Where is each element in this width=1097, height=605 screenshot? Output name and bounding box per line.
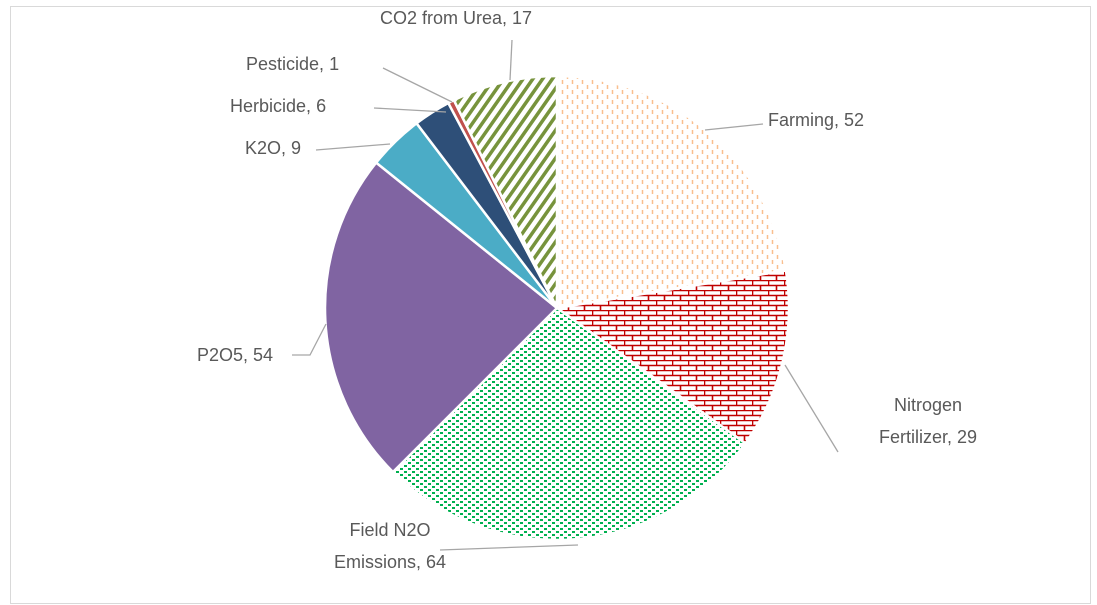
pie-slice [452,74,559,309]
leader-line [315,143,391,151]
data-label: Nitrogen Fertilizer, 29 [878,395,978,447]
pie-slice [553,269,791,446]
leader-line [784,364,839,453]
label-category: Farming [768,110,835,130]
leader-line [509,39,513,81]
leader-line [704,123,764,131]
label-value: 17 [512,8,533,28]
label-value: 64 [426,552,447,572]
data-label: Farming, 52 [768,110,865,130]
label-category: K2O [245,138,282,158]
label-value: 1 [329,54,340,74]
data-label: Field N2O Emissions, 64 [333,520,447,572]
leader-line [439,544,579,551]
chart-border [10,6,1091,604]
data-label: K2O, 9 [245,138,302,158]
pie-slice [555,74,788,310]
label-value: 9 [291,138,302,158]
label-value: 6 [316,96,327,116]
label-category: CO2 from Urea [380,8,503,28]
leader-line [382,67,453,103]
label-category: P2O5 [197,345,244,365]
data-label: Pesticide, 1 [246,54,340,74]
data-label: Herbicide, 6 [230,96,327,116]
label-category: Field N2O Emissions [333,520,431,572]
label-value: 29 [957,427,978,447]
label-category: Herbicide [230,96,307,116]
pie-slice [391,306,748,542]
data-label: CO2 from Urea, 17 [380,8,533,28]
label-value: 52 [844,110,865,130]
leader-line [292,323,327,356]
label-value: 54 [253,345,274,365]
leader-line [373,107,447,113]
pie-slice [323,160,559,474]
label-category: Pesticide [246,54,320,74]
data-label: P2O5, 54 [197,345,274,365]
label-category: Nitrogen Fertilizer [878,395,963,447]
